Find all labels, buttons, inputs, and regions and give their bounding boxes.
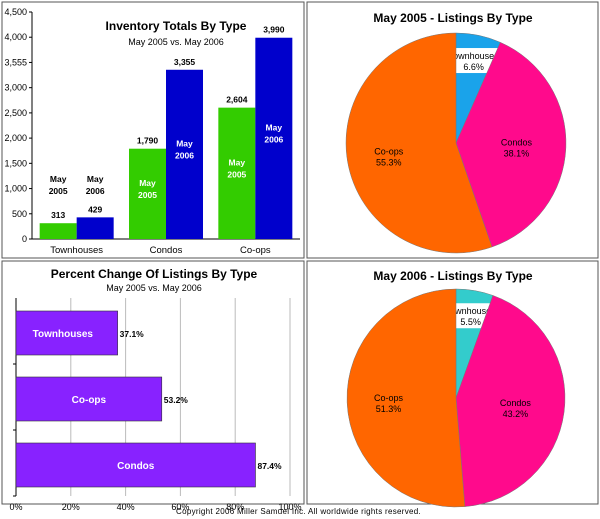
pie-slice-value: 51.3% [376, 404, 402, 414]
series-label-line: 2005 [227, 169, 246, 179]
series-label-line: May [50, 174, 67, 184]
x-tick-label: 60% [171, 502, 189, 512]
x-tick-label: 100% [278, 502, 301, 512]
x-category-label: Co-ops [240, 245, 271, 256]
y-tick-label: 4,500 [4, 7, 27, 17]
x-tick-label: 40% [117, 502, 135, 512]
bar-category-label: Townhouses [33, 329, 94, 340]
chart-title: Inventory Totals By Type [106, 19, 247, 33]
bar [218, 107, 256, 239]
chart-title: May 2006 - Listings By Type [373, 269, 532, 283]
y-tick-label: 2,500 [4, 108, 27, 118]
pie-slice-label: Townhouses [449, 51, 500, 61]
pie-slice [455, 41, 567, 248]
bar-value-label: 53.2% [164, 395, 189, 405]
bar [166, 69, 203, 240]
pie-slice [345, 32, 493, 254]
series-label-line: May [87, 174, 104, 184]
bar-value-label: 313 [51, 210, 65, 220]
series-label-line: 2006 [175, 150, 194, 160]
pie-slice-label: Co-ops [374, 393, 404, 403]
bar [15, 376, 163, 422]
pie-2006-chart: May 2006 - Listings By Type Townhouses5.… [306, 260, 599, 508]
x-tick-label: 80% [226, 502, 244, 512]
y-tick-label: 3,555 [4, 57, 27, 67]
pie-slice-label: Co-ops [374, 146, 404, 156]
y-tick-label: 4,000 [4, 32, 27, 42]
bar-category-label: Condos [117, 461, 155, 472]
bar-value-label: 87.4% [257, 461, 282, 471]
series-label-line: May [229, 157, 246, 167]
pie-slice-label: Condos [501, 137, 533, 147]
pie-slice-label: Townhouses [446, 306, 497, 316]
y-tick-label: 3,000 [4, 83, 27, 93]
bar [76, 217, 114, 239]
x-category-label: Townhouses [50, 245, 103, 256]
pie-2005-chart: May 2005 - Listings By Type Townhouses6.… [306, 1, 599, 259]
bar [15, 310, 118, 356]
y-tick-label: 500 [12, 209, 27, 219]
bar-value-label: 37.1% [120, 329, 145, 339]
chart-subtitle: May 2005 vs. May 2006 [128, 37, 224, 47]
bar [39, 223, 77, 239]
x-tick-label: 20% [62, 502, 80, 512]
bar-value-label: 429 [88, 204, 102, 214]
y-tick-label: 1,500 [4, 158, 27, 168]
y-tick-label: 2,000 [4, 133, 27, 143]
series-label-line: 2005 [138, 190, 157, 200]
series-label-line: 2005 [49, 186, 68, 196]
chart-title: Percent Change Of Listings By Type [51, 267, 258, 281]
pie-slice [455, 295, 566, 507]
inventory-totals-chart: Inventory Totals By Type May 2005 vs. Ma… [1, 1, 305, 259]
percent-change-chart: Percent Change Of Listings By Type May 2… [1, 260, 305, 512]
pie-slice-value: 5.5% [460, 317, 481, 327]
pie-slice-value: 55.3% [376, 157, 402, 167]
x-tick-label: 0% [9, 502, 22, 512]
y-tick-label: 0 [22, 234, 27, 244]
series-label-line: May [176, 138, 193, 148]
bar [15, 442, 256, 488]
series-label-line: May [139, 178, 156, 188]
pie-slice [346, 288, 466, 508]
pie-slice-value: 43.2% [503, 409, 529, 419]
bar [255, 37, 293, 239]
bar-value-label: 1,790 [137, 136, 159, 146]
series-label-line: May [266, 122, 283, 132]
pie-slice-value: 38.1% [504, 148, 530, 158]
bar-value-label: 3,355 [174, 57, 196, 67]
pie-slice-value: 6.6% [463, 62, 484, 72]
chart-subtitle: May 2005 vs. May 2006 [106, 283, 202, 293]
series-label-line: 2006 [86, 186, 105, 196]
x-category-label: Condos [150, 245, 183, 256]
bar [129, 148, 166, 239]
bar-value-label: 3,990 [263, 25, 285, 35]
pie-slice-label: Condos [500, 398, 532, 408]
chart-title: May 2005 - Listings By Type [373, 11, 532, 25]
bar-value-label: 2,604 [226, 95, 248, 105]
y-tick-label: 1,000 [4, 184, 27, 194]
series-label-line: 2006 [264, 134, 283, 144]
bar-category-label: Co-ops [72, 395, 107, 406]
copyright-footer: Copyright 2006 Miller Samuel Inc. All wo… [176, 507, 422, 516]
